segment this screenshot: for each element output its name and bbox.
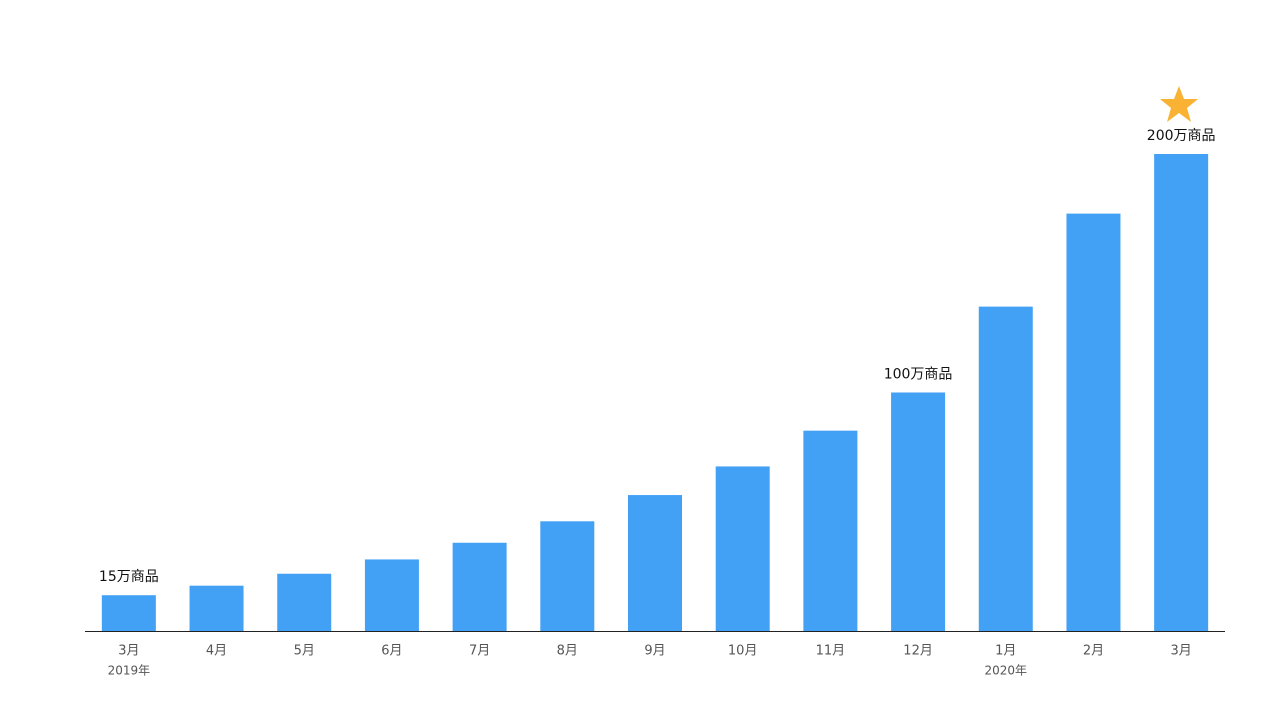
value-label: 15万商品: [99, 569, 159, 585]
x-tick-label: 7月: [469, 644, 490, 659]
x-tick-label: 12月: [903, 644, 933, 659]
value-label: 100万商品: [884, 367, 953, 383]
bar: [189, 585, 244, 631]
bar: [277, 573, 332, 631]
x-tick-label: 9月: [644, 644, 665, 659]
bar: [715, 466, 770, 631]
bar: [540, 521, 595, 631]
x-tick-label: 10月: [728, 644, 758, 659]
year-label: 2019年: [108, 664, 151, 678]
x-tick-label: 3月: [118, 644, 139, 659]
bar: [978, 306, 1033, 631]
bar: [628, 495, 682, 631]
x-tick-label: 5月: [294, 644, 315, 659]
x-tick-label: 11月: [816, 644, 846, 659]
bar: [1154, 154, 1209, 631]
bar: [891, 392, 946, 631]
x-tick-label: 8月: [557, 644, 578, 659]
bar: [101, 595, 156, 631]
bar: [452, 542, 507, 631]
bar: [1066, 213, 1121, 631]
bar: [803, 430, 858, 631]
x-tick-label: 6月: [381, 644, 402, 659]
bar: [364, 559, 419, 631]
year-label: 2020年: [984, 664, 1027, 678]
star-icon: [1160, 86, 1198, 122]
x-tick-label: 1月: [995, 644, 1016, 659]
x-tick-label: 4月: [206, 644, 227, 659]
value-label: 200万商品: [1147, 128, 1216, 144]
x-tick-label: 3月: [1171, 644, 1192, 659]
x-tick-label: 2月: [1083, 644, 1104, 659]
